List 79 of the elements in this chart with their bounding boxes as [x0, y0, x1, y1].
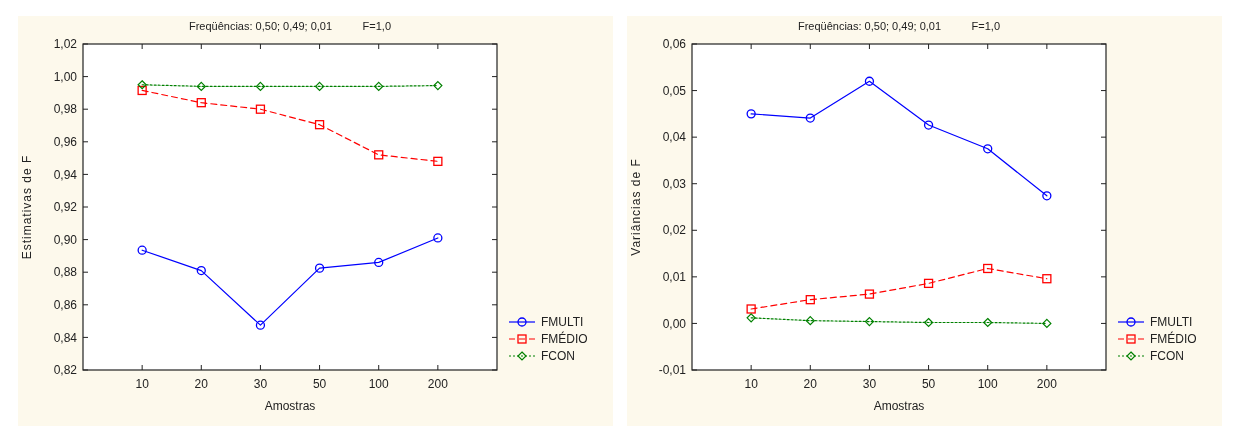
- point: [983, 263, 993, 274]
- point: [314, 263, 325, 273]
- point: [1042, 191, 1052, 201]
- point: [196, 265, 206, 276]
- point: [805, 316, 815, 326]
- x-tick-label: 200: [427, 377, 449, 391]
- y-tick-label: 0,86: [53, 298, 78, 312]
- x-tick-label: 100: [977, 377, 999, 391]
- point: [923, 120, 934, 130]
- point: [255, 104, 266, 114]
- chart-title: Freqüências: 0,50; 0,49; 0,01 F=1,0: [188, 20, 392, 32]
- point: [746, 313, 756, 323]
- y-tick-label: 0,04: [662, 130, 687, 145]
- legend-label: FCON: [1150, 349, 1184, 364]
- point: [983, 144, 993, 154]
- point: [137, 85, 147, 96]
- y-tick-label: 0,05: [662, 83, 687, 98]
- y-tick-label: 1,00: [53, 69, 78, 84]
- x-tick-label: 200: [1036, 377, 1058, 391]
- y-tick-label: 0,82: [53, 363, 78, 378]
- point: [196, 98, 206, 108]
- y-axis-title: Variâncias de F: [629, 158, 643, 256]
- point: [374, 81, 384, 91]
- y-tick-label: 0,84: [53, 330, 78, 345]
- y-tick-label: 0,98: [53, 102, 78, 117]
- y-tick-label: 0,01: [662, 270, 687, 285]
- point: [314, 120, 325, 130]
- point: [137, 80, 147, 90]
- point: [864, 316, 875, 327]
- x-tick-label: 10: [135, 377, 150, 391]
- y-tick-label: 0,88: [53, 265, 78, 280]
- point: [923, 317, 934, 328]
- point: [746, 109, 756, 119]
- point: [314, 81, 325, 91]
- y-tick-label: 0,90: [53, 232, 78, 247]
- point: [923, 278, 934, 289]
- point: [255, 320, 266, 330]
- legend-label: FCON: [541, 349, 575, 364]
- point: [1042, 318, 1052, 329]
- y-tick-label: 0,94: [53, 167, 78, 182]
- x-tick-label: 20: [194, 377, 209, 391]
- point: [433, 156, 443, 167]
- y-tick-label: 0,03: [662, 176, 687, 191]
- point: [196, 81, 206, 91]
- point: [1042, 274, 1052, 284]
- y-axis-title: Estimativas de F: [20, 154, 34, 260]
- x-tick-label: 50: [921, 377, 936, 391]
- x-tick-label: 30: [862, 377, 877, 391]
- legend-label: FMULTI: [1150, 315, 1193, 330]
- x-tick-label: 50: [312, 377, 327, 391]
- point: [137, 245, 147, 255]
- x-tick-label: 30: [253, 377, 268, 391]
- point: [433, 80, 443, 91]
- legend-label: FMÉDIO: [1150, 331, 1197, 347]
- x-tick-label: 100: [368, 377, 390, 391]
- y-tick-label: -0,01: [658, 363, 687, 378]
- y-tick-label: 1,02: [53, 37, 78, 52]
- point: [805, 113, 815, 123]
- y-tick-label: 0,02: [662, 223, 687, 238]
- y-tick-label: 0,92: [53, 200, 78, 215]
- chart-title: Freqüências: 0,50; 0,49; 0,01 F=1,0: [797, 20, 1001, 32]
- point: [433, 233, 443, 243]
- point: [746, 304, 756, 314]
- y-tick-label: 0,96: [53, 135, 78, 149]
- point: [255, 81, 266, 91]
- point: [374, 150, 384, 160]
- y-tick-label: 0,00: [662, 316, 687, 331]
- y-tick-label: 0,06: [662, 37, 687, 52]
- point: [864, 289, 875, 299]
- x-tick-label: 10: [744, 377, 759, 391]
- legend-label: FMÉDIO: [541, 331, 588, 347]
- x-axis-title: Amostras: [873, 399, 925, 413]
- legend-label: FMULTI: [541, 315, 584, 330]
- x-axis-title: Amostras: [264, 399, 316, 413]
- x-tick-label: 20: [803, 377, 818, 391]
- point: [983, 317, 993, 328]
- point: [805, 295, 815, 305]
- point: [374, 257, 384, 268]
- point: [864, 76, 875, 86]
